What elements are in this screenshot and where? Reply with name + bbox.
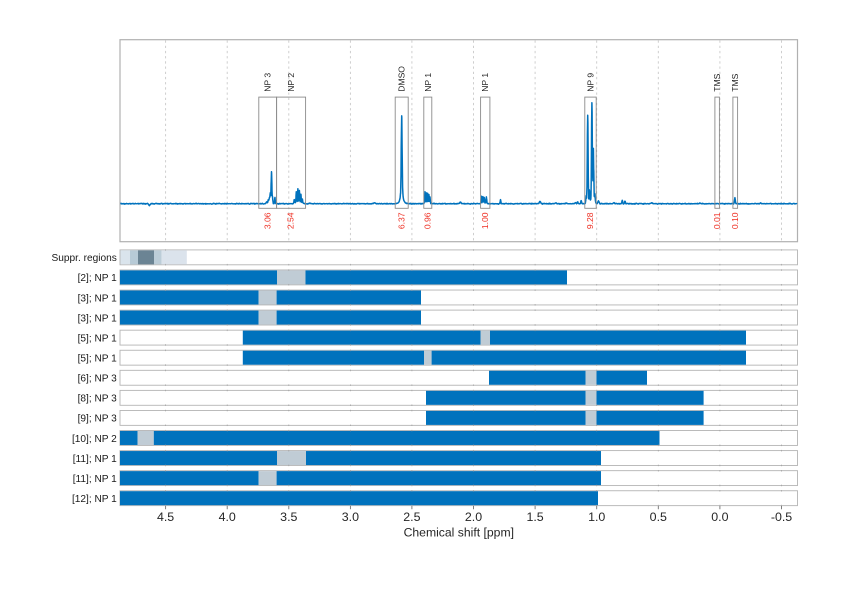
svg-text:[8]; NP 3: [8]; NP 3: [78, 394, 118, 405]
svg-text:NP 1: NP 1: [480, 73, 490, 92]
svg-text:3.5: 3.5: [280, 510, 297, 524]
svg-text:Chemical shift [ppm]: Chemical shift [ppm]: [404, 525, 514, 539]
svg-text:0.0: 0.0: [711, 510, 728, 524]
svg-text:NP 3: NP 3: [263, 73, 273, 92]
svg-text:[12]; NP 1: [12]; NP 1: [72, 494, 117, 505]
svg-text:TMS: TMS: [730, 73, 740, 91]
svg-text:NP 1: NP 1: [423, 73, 433, 92]
svg-text:[3]; NP 1: [3]; NP 1: [78, 293, 118, 304]
svg-text:0.5: 0.5: [650, 510, 667, 524]
svg-text:[5]; NP 1: [5]; NP 1: [78, 354, 118, 365]
svg-text:NP 9: NP 9: [586, 73, 596, 92]
svg-text:0.10: 0.10: [730, 212, 740, 229]
svg-text:1.5: 1.5: [526, 510, 543, 524]
svg-text:4.5: 4.5: [157, 510, 174, 524]
svg-text:6.37: 6.37: [396, 212, 406, 229]
svg-text:TMS: TMS: [712, 73, 722, 91]
svg-text:[11]; NP 1: [11]; NP 1: [73, 454, 117, 465]
svg-text:2.5: 2.5: [403, 510, 420, 524]
svg-text:[11]; NP 1: [11]; NP 1: [73, 474, 117, 485]
svg-text:[6]; NP 3: [6]; NP 3: [78, 374, 118, 385]
svg-text:[5]; NP 1: [5]; NP 1: [78, 333, 118, 344]
svg-text:2.0: 2.0: [465, 510, 482, 524]
svg-text:1.00: 1.00: [480, 212, 490, 229]
svg-text:[2]; NP 1: [2]; NP 1: [78, 273, 118, 284]
svg-text:2.54: 2.54: [286, 212, 296, 229]
svg-text:3.06: 3.06: [262, 212, 272, 229]
svg-text:Suppr. regions: Suppr. regions: [52, 253, 117, 264]
svg-text:0.96: 0.96: [422, 212, 432, 229]
svg-text:9.28: 9.28: [585, 212, 595, 229]
svg-text:[3]; NP 1: [3]; NP 1: [78, 313, 118, 324]
svg-text:[10]; NP 2: [10]; NP 2: [72, 434, 117, 445]
svg-text:DMSO: DMSO: [397, 66, 407, 92]
svg-text:[9]; NP 3: [9]; NP 3: [78, 414, 118, 425]
svg-text:NP 2: NP 2: [286, 73, 296, 92]
svg-text:-0.5: -0.5: [771, 510, 792, 524]
svg-text:4.0: 4.0: [219, 510, 236, 524]
svg-text:0.01: 0.01: [712, 212, 722, 229]
svg-text:1.0: 1.0: [588, 510, 605, 524]
svg-text:3.0: 3.0: [342, 510, 359, 524]
